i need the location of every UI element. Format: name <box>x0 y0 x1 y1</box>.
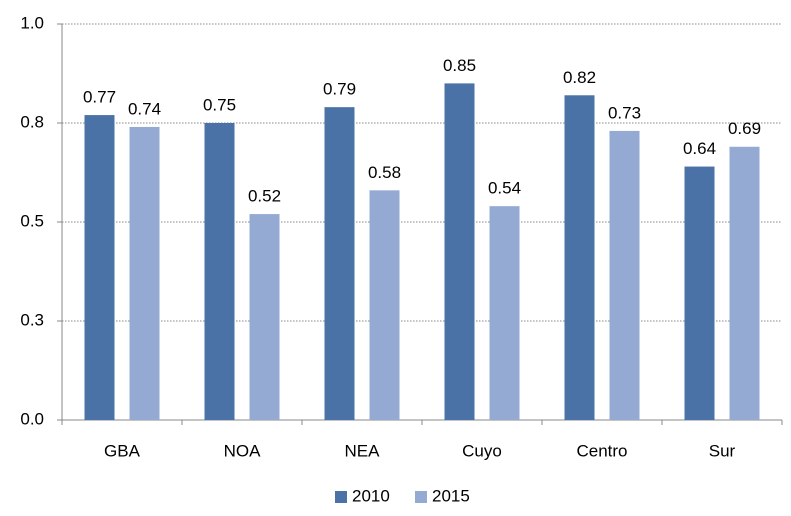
legend-swatch <box>415 491 427 503</box>
bar <box>369 190 400 420</box>
y-tick-label: 0.3 <box>20 310 44 329</box>
data-label: 0.58 <box>368 163 401 182</box>
bar <box>489 206 520 420</box>
x-tick-label: GBA <box>104 441 141 460</box>
y-tick-label: 0.5 <box>20 211 44 230</box>
bar <box>564 95 595 420</box>
data-label: 0.52 <box>248 187 281 206</box>
data-label: 0.79 <box>323 80 356 99</box>
y-tick-label: 0.0 <box>20 409 44 428</box>
legend-swatch <box>335 491 347 503</box>
data-label: 0.82 <box>563 68 596 87</box>
data-label: 0.74 <box>128 99 161 118</box>
bar <box>204 123 235 420</box>
bar <box>729 146 760 420</box>
bar <box>129 126 160 421</box>
bar <box>444 83 475 421</box>
data-label: 0.69 <box>728 119 761 138</box>
data-label: 0.77 <box>83 88 116 107</box>
bar <box>609 130 640 421</box>
bar <box>249 214 280 420</box>
legend-label: 2015 <box>432 486 470 505</box>
data-label: 0.73 <box>608 103 641 122</box>
x-tick-label: Sur <box>709 441 736 460</box>
y-tick-label: 0.8 <box>20 112 44 131</box>
y-tick-label: 1.0 <box>20 13 44 32</box>
x-tick-label: Centro <box>576 441 627 460</box>
data-label: 0.54 <box>488 179 521 198</box>
data-label: 0.85 <box>443 56 476 75</box>
x-tick-label: Cuyo <box>462 441 502 460</box>
bar <box>324 107 355 420</box>
x-tick-label: NEA <box>345 441 381 460</box>
bar <box>684 166 715 420</box>
x-tick-label: NOA <box>224 441 262 460</box>
data-label: 0.75 <box>203 95 236 114</box>
data-label: 0.64 <box>683 139 716 158</box>
legend-label: 2010 <box>352 486 390 505</box>
bar <box>84 115 115 420</box>
